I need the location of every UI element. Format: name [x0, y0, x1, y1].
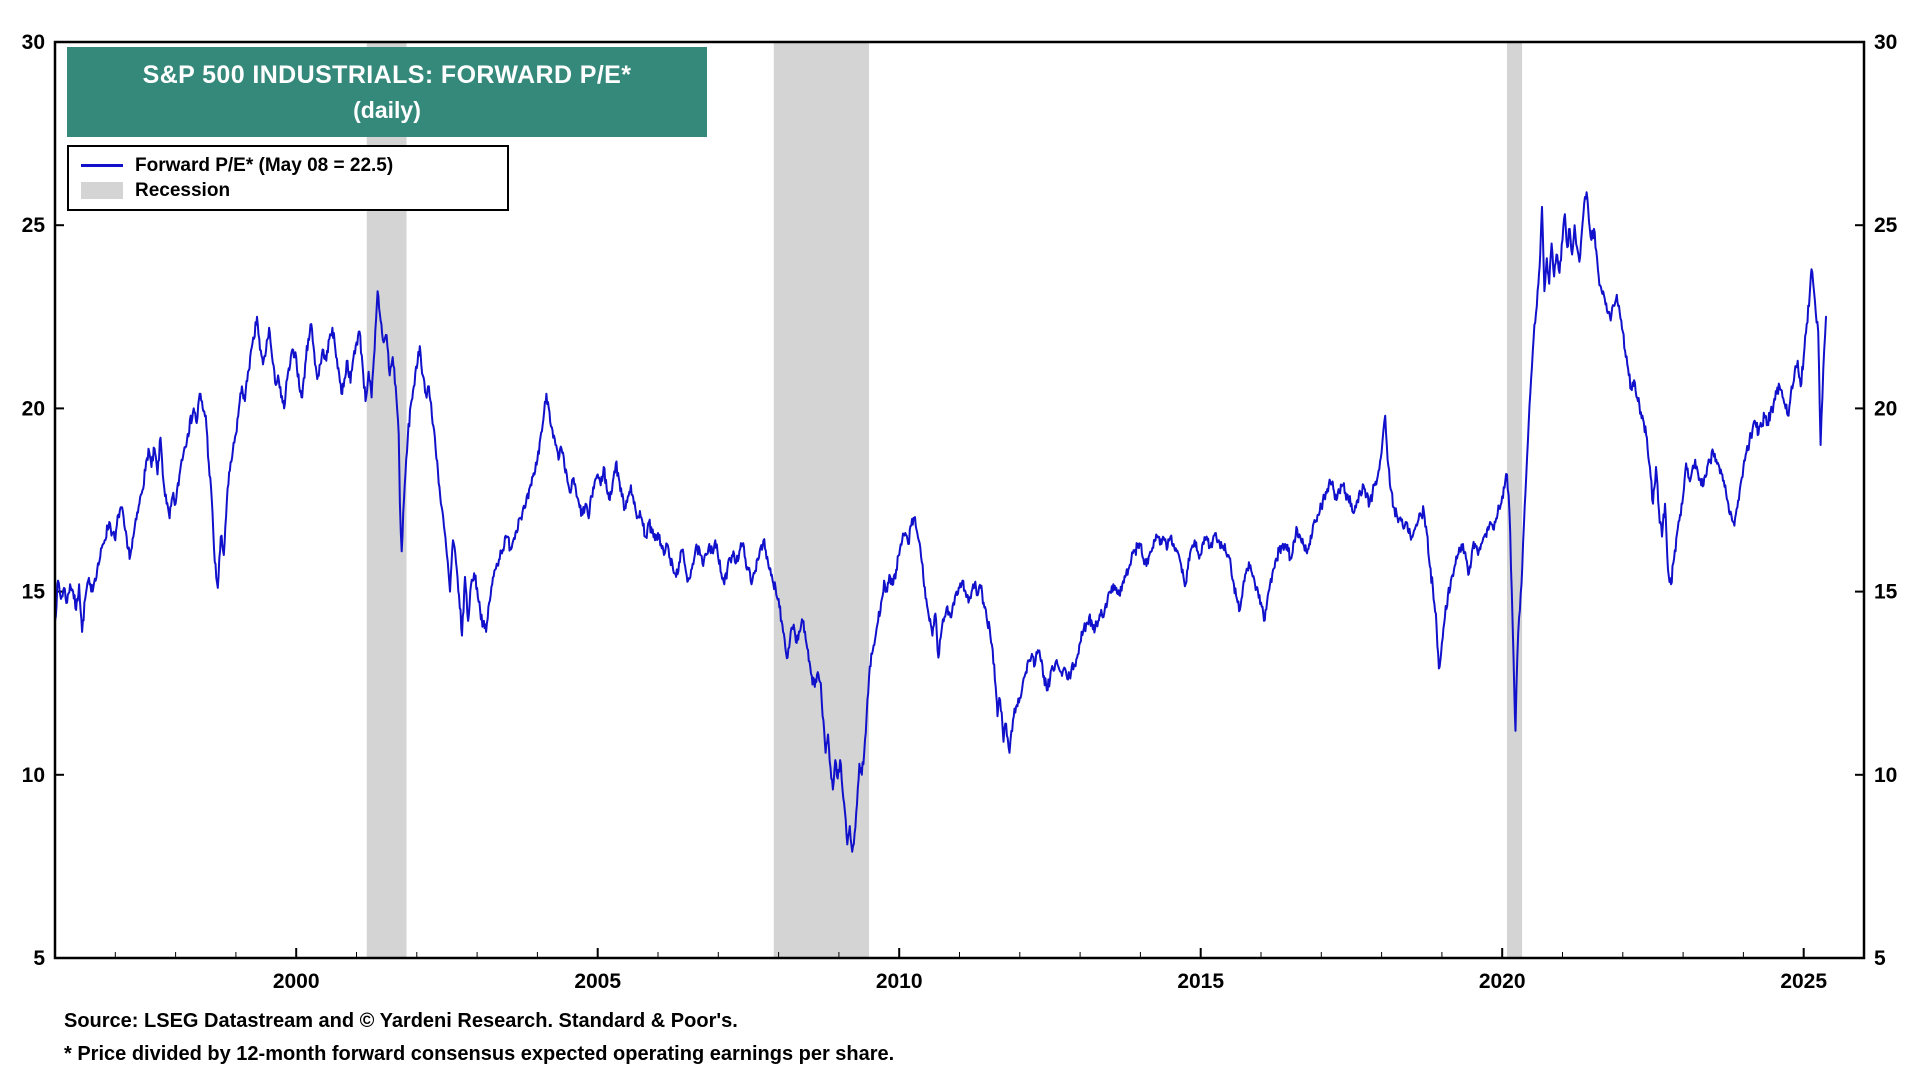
- y-tick-label-right: 20: [1874, 397, 1897, 420]
- forward-pe-line: [54, 191, 1827, 853]
- series-label: Forward P/E* (May 08 = 22.5): [135, 154, 394, 176]
- y-tick-label-left: 5: [33, 947, 45, 970]
- x-tick-label: 2020: [1479, 970, 1526, 993]
- chart-title-box: S&P 500 INDUSTRIALS: FORWARD P/E* (daily…: [67, 47, 707, 137]
- y-tick-label-left: 10: [22, 764, 45, 787]
- x-tick-label: 2015: [1177, 970, 1224, 993]
- y-tick-label-left: 20: [22, 397, 45, 420]
- x-tick-label: 2010: [876, 970, 923, 993]
- chart-subtitle: (daily): [353, 96, 421, 123]
- y-tick-label-right: 15: [1874, 581, 1898, 604]
- x-tick-label: 2005: [574, 970, 621, 993]
- legend-row-recession: Recession: [81, 180, 507, 202]
- recession-label: Recession: [135, 179, 231, 201]
- y-tick-label-right: 25: [1874, 214, 1898, 237]
- recession-band: [773, 42, 870, 958]
- recession-swatch: [81, 182, 123, 199]
- y-tick-label-right: 5: [1874, 947, 1886, 970]
- y-tick-label-right: 10: [1874, 764, 1897, 787]
- y-tick-label-left: 30: [22, 31, 45, 54]
- source-note: Source: LSEG Datastream and © Yardeni Re…: [64, 1010, 738, 1032]
- y-tick-label-left: 25: [22, 214, 46, 237]
- y-tick-label-right: 30: [1874, 31, 1897, 54]
- legend: Forward P/E* (May 08 = 22.5) Recession: [67, 145, 509, 211]
- plot-frame: [53, 40, 1866, 960]
- recession-band: [1507, 42, 1523, 958]
- chart-title: S&P 500 INDUSTRIALS: FORWARD P/E*: [142, 60, 632, 89]
- x-tick-label: 2025: [1780, 970, 1827, 993]
- y-tick-label-left: 15: [22, 581, 46, 604]
- x-tick-label: 2000: [273, 970, 320, 993]
- footnote: * Price divided by 12-month forward cons…: [64, 1043, 895, 1065]
- series-line-swatch: [81, 164, 123, 167]
- legend-row-series: Forward P/E* (May 08 = 22.5): [81, 155, 507, 177]
